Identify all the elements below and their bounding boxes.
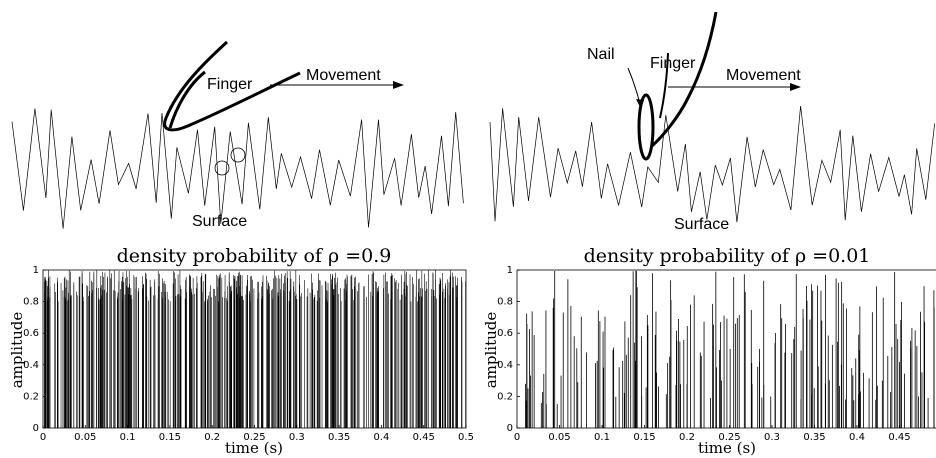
x-tick-label: 0.45 [888,432,910,443]
y-tick-label: 0.8 [497,297,513,308]
y-tick-label: 0.4 [497,360,513,371]
x-tick-label: 0.15 [633,432,655,443]
x-tick-label: 0.35 [803,432,825,443]
chart-title-left: density probability of ρ =0.9 [117,245,392,267]
y-tick-label: 0.4 [23,360,39,371]
x-tick-label: 0.45 [413,432,435,443]
ylabel-left: amplitude [8,312,26,389]
plot-frame-right [516,269,936,429]
y-tick-label: 0.8 [23,297,39,308]
x-tick-label: 0.05 [74,432,96,443]
y-tick-label: 0 [507,423,513,434]
finger-label-right: Finger [650,55,696,72]
x-tick-label: 0.3 [764,432,780,443]
y-tick-label: 0 [33,423,39,434]
x-tick-label: 0.25 [243,432,265,443]
surface-profile-right [489,105,936,223]
nail-pointer-right [627,67,641,105]
y-tick-label: 0.6 [23,328,39,339]
surface-label-right: Surface [674,216,729,233]
chart-right: density probability of ρ =0.01 amplitude… [482,245,936,457]
contact-circle-2 [230,147,246,163]
surface-label-left: Surface [192,213,247,230]
right-diagram: Nail Finger Movement Surface [489,11,936,233]
finger-side-right [659,52,669,119]
y-tick-label: 1 [33,265,39,276]
y-tick-label: 1 [507,265,513,276]
xlabel-left: time (s) [225,439,283,457]
x-tick-label: 0 [514,432,520,443]
x-tick-label: 0.25 [718,432,740,443]
y-ticks-left: 0 0.2 0.4 0.6 0.8 1 [23,265,46,434]
x-tick-label: 0.2 [679,432,695,443]
y-tick-label: 0.2 [497,391,513,402]
movement-label-right: Movement [726,67,801,84]
xlabel-right: time (s) [698,439,756,457]
finger-outline-left [163,40,301,132]
y-tick-label: 0.2 [23,391,39,402]
y-tick-label: 0.6 [497,328,513,339]
x-tick-label: 0.3 [289,432,305,443]
ylabel-right: amplitude [482,312,500,389]
chart-left: density probability of ρ =0.9 amplitude … [8,245,474,457]
x-tick-label: 0.15 [159,432,181,443]
x-tick-label: 0.05 [548,432,570,443]
x-tick-label: 0.4 [373,432,389,443]
y-ticks-right: 0 0.2 0.4 0.6 0.8 1 [497,265,520,434]
x-tick-label: 0.1 [594,432,610,443]
nail-pointer-head [636,99,644,109]
plot-area-right [524,270,935,428]
fingernail-right [637,93,655,161]
fingertip-curve-left [168,70,206,129]
surface-profile-left [11,108,464,229]
left-diagram: Finger Movement Surface [11,40,464,230]
movement-arrowhead-left [393,81,404,89]
finger-outline-right [650,11,718,148]
contact-circle-1 [214,160,230,176]
x-tick-label: 0.2 [204,432,220,443]
plot-area-left [44,270,466,428]
x-tick-label: 0 [40,432,46,443]
x-tick-label: 0.35 [328,432,350,443]
x-ticks-right: 0 0.05 0.1 0.15 0.2 0.25 0.3 0.35 0.4 0.45 [514,425,911,443]
nail-label-right: Nail [587,46,615,63]
movement-label-left: Movement [306,67,381,84]
chart-title-right: density probability of ρ =0.01 [584,245,871,267]
x-tick-label: 0.4 [849,432,865,443]
x-tick-label: 0.5 [458,432,474,443]
x-ticks-left: 0 0.05 0.1 0.15 0.2 0.25 0.3 0.35 0.4 0.45 0.5 [40,425,474,443]
finger-label-left: Finger [207,76,253,93]
movement-arrowhead-right [790,83,801,91]
x-tick-label: 0.1 [120,432,136,443]
